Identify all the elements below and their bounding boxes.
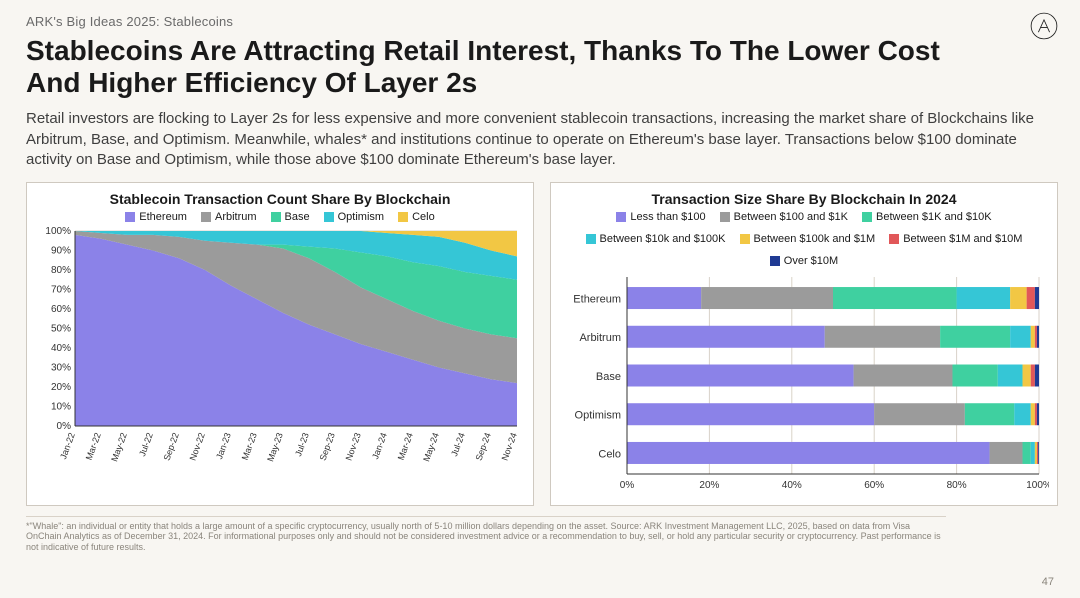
- legend-swatch: [616, 212, 626, 222]
- legend-swatch: [125, 212, 135, 222]
- legend-label: Base: [285, 211, 310, 223]
- left-chart-title: Stablecoin Transaction Count Share By Bl…: [35, 191, 525, 207]
- legend-item: Ethereum: [125, 211, 187, 223]
- svg-text:Nov-22: Nov-22: [188, 431, 207, 462]
- legend-label: Over $10M: [784, 255, 838, 267]
- svg-text:Nov-23: Nov-23: [344, 431, 363, 462]
- svg-text:Jul-22: Jul-22: [137, 431, 155, 457]
- svg-text:0%: 0%: [620, 480, 635, 491]
- svg-text:Ethereum: Ethereum: [573, 294, 621, 306]
- svg-text:70%: 70%: [51, 285, 71, 296]
- svg-text:Mar-24: Mar-24: [396, 431, 415, 461]
- svg-text:Jan-22: Jan-22: [58, 431, 77, 460]
- legend-label: Between $1K and $10K: [876, 211, 992, 223]
- svg-text:20%: 20%: [699, 480, 719, 491]
- svg-text:100%: 100%: [1026, 480, 1049, 491]
- legend-item: Over $10M: [770, 255, 838, 267]
- legend-label: Optimism: [338, 211, 384, 223]
- legend-label: Between $1M and $10M: [903, 233, 1022, 245]
- svg-text:May-22: May-22: [109, 431, 129, 463]
- svg-text:10%: 10%: [51, 402, 71, 413]
- legend-item: Less than $100: [616, 211, 705, 223]
- legend-label: Arbitrum: [215, 211, 257, 223]
- svg-text:Jan-24: Jan-24: [370, 431, 389, 460]
- page-number: 47: [1042, 576, 1054, 588]
- right-chart-title: Transaction Size Share By Blockchain In …: [559, 191, 1049, 207]
- legend-swatch: [398, 212, 408, 222]
- svg-text:May-24: May-24: [421, 431, 441, 463]
- legend-swatch: [889, 234, 899, 244]
- legend-item: Between $100k and $1M: [740, 233, 876, 245]
- svg-text:Sep-22: Sep-22: [162, 431, 181, 462]
- legend-item: Optimism: [324, 211, 384, 223]
- left-chart-panel: Stablecoin Transaction Count Share By Bl…: [26, 182, 534, 506]
- legend-label: Between $100k and $1M: [754, 233, 876, 245]
- legend-swatch: [586, 234, 596, 244]
- svg-text:Jul-23: Jul-23: [293, 431, 311, 457]
- svg-text:80%: 80%: [51, 265, 71, 276]
- left-chart-svg: 0% 10% 20% 30% 40% 50% 60% 70% 80% 90% 100% Jan-22 M…: [35, 227, 525, 472]
- svg-text:Jul-24: Jul-24: [449, 431, 467, 457]
- legend-swatch: [720, 212, 730, 222]
- legend-swatch: [271, 212, 281, 222]
- page-title: Stablecoins Are Attracting Retail Intere…: [26, 35, 976, 99]
- legend-label: Ethereum: [139, 211, 187, 223]
- legend-item: Base: [271, 211, 310, 223]
- legend-label: Between $100 and $1K: [734, 211, 848, 223]
- svg-text:Mar-23: Mar-23: [240, 431, 259, 461]
- legend-swatch: [770, 256, 780, 266]
- legend-item: Between $10k and $100K: [586, 233, 726, 245]
- legend-swatch: [740, 234, 750, 244]
- ark-logo-icon: [1030, 12, 1058, 45]
- legend-label: Less than $100: [630, 211, 705, 223]
- svg-text:Base: Base: [596, 371, 621, 383]
- right-chart-legend: Less than $100 Between $100 and $1K Betwee…: [559, 211, 1049, 267]
- body-text: Retail investors are flocking to Layer 2…: [26, 109, 1046, 170]
- svg-text:Jan-23: Jan-23: [214, 431, 233, 460]
- right-chart-panel: Transaction Size Share By Blockchain In …: [550, 182, 1058, 506]
- svg-text:Sep-23: Sep-23: [318, 431, 337, 462]
- svg-text:80%: 80%: [947, 480, 967, 491]
- legend-label: Celo: [412, 211, 435, 223]
- svg-text:40%: 40%: [782, 480, 802, 491]
- svg-text:60%: 60%: [864, 480, 884, 491]
- svg-text:Optimism: Optimism: [575, 410, 621, 422]
- svg-text:100%: 100%: [45, 227, 71, 237]
- svg-text:Sep-24: Sep-24: [474, 431, 493, 462]
- svg-text:Nov-24: Nov-24: [500, 431, 519, 462]
- svg-text:90%: 90%: [51, 246, 71, 257]
- legend-item: Between $100 and $1K: [720, 211, 848, 223]
- footnote: *"Whale": an individual or entity that h…: [26, 516, 946, 552]
- legend-item: Celo: [398, 211, 435, 223]
- legend-swatch: [201, 212, 211, 222]
- svg-text:40%: 40%: [51, 343, 71, 354]
- legend-item: Between $1K and $10K: [862, 211, 992, 223]
- svg-text:60%: 60%: [51, 304, 71, 315]
- svg-text:May-23: May-23: [265, 431, 285, 463]
- svg-text:Arbitrum: Arbitrum: [579, 332, 621, 344]
- svg-text:30%: 30%: [51, 363, 71, 374]
- eyebrow: ARK's Big Ideas 2025: Stablecoins: [26, 14, 1054, 29]
- legend-swatch: [324, 212, 334, 222]
- legend-swatch: [862, 212, 872, 222]
- svg-text:Celo: Celo: [598, 448, 621, 460]
- svg-text:0%: 0%: [57, 421, 72, 432]
- svg-text:Mar-22: Mar-22: [84, 431, 103, 461]
- legend-item: Between $1M and $10M: [889, 233, 1022, 245]
- right-chart-svg: 0% 20% 40% 60% 80% 100% Ethereum Arbitrum Base Op…: [559, 271, 1049, 496]
- legend-label: Between $10k and $100K: [600, 233, 726, 245]
- svg-text:50%: 50%: [51, 324, 71, 335]
- svg-text:20%: 20%: [51, 382, 71, 393]
- left-chart-legend: Ethereum Arbitrum Base Optimism Celo: [35, 211, 525, 223]
- legend-item: Arbitrum: [201, 211, 257, 223]
